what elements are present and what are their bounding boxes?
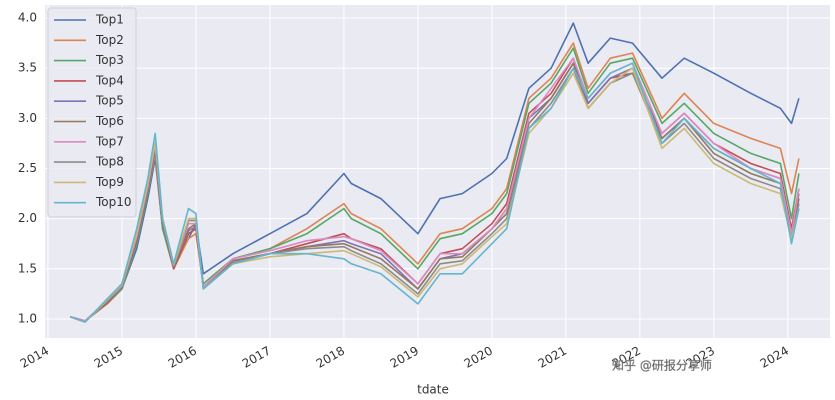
y-tick-label: 1.5 xyxy=(18,261,37,275)
x-tick-label: 2014 xyxy=(18,344,51,371)
legend-label: Top7 xyxy=(95,134,124,148)
x-tick-label: 2018 xyxy=(314,344,347,371)
y-tick-label: 2.5 xyxy=(18,161,37,175)
x-tick-label: 2019 xyxy=(388,344,421,371)
watermark: 知乎 @研报分享师 xyxy=(612,358,712,373)
x-tick-label: 2016 xyxy=(166,344,199,371)
y-tick-label: 4.0 xyxy=(18,11,37,25)
legend-label: Top10 xyxy=(95,195,132,209)
legend-label: Top4 xyxy=(95,73,124,87)
legend-label: Top9 xyxy=(95,175,124,189)
series-line xyxy=(69,22,800,322)
legend-label: Top8 xyxy=(95,155,124,169)
legend-label: Top3 xyxy=(95,53,124,67)
legend: Top1 Top2 Top3 Top4 Top5 Top6 Top7 Top8 Top9 Top1… xyxy=(47,7,137,218)
series-line xyxy=(69,62,800,323)
y-tick-label: 3.0 xyxy=(18,111,37,125)
x-tick-label: 2024 xyxy=(758,344,791,371)
x-tick-label: 2020 xyxy=(462,344,495,371)
legend-label: Top1 xyxy=(95,13,124,27)
legend-label: Top2 xyxy=(95,33,124,47)
x-axis-label: tdate xyxy=(417,383,449,397)
y-tick-label: 3.5 xyxy=(18,61,37,75)
plot-area xyxy=(45,5,830,338)
x-tick-label: 2017 xyxy=(240,344,273,371)
series-line xyxy=(69,67,800,323)
legend-label: Top5 xyxy=(95,94,124,108)
legend-label: Top6 xyxy=(95,114,124,128)
y-tick-label: 2.0 xyxy=(18,211,37,225)
x-tick-label: 2015 xyxy=(92,344,125,371)
x-tick-label: 2021 xyxy=(536,344,569,371)
y-tick-label: 1.0 xyxy=(18,311,37,325)
